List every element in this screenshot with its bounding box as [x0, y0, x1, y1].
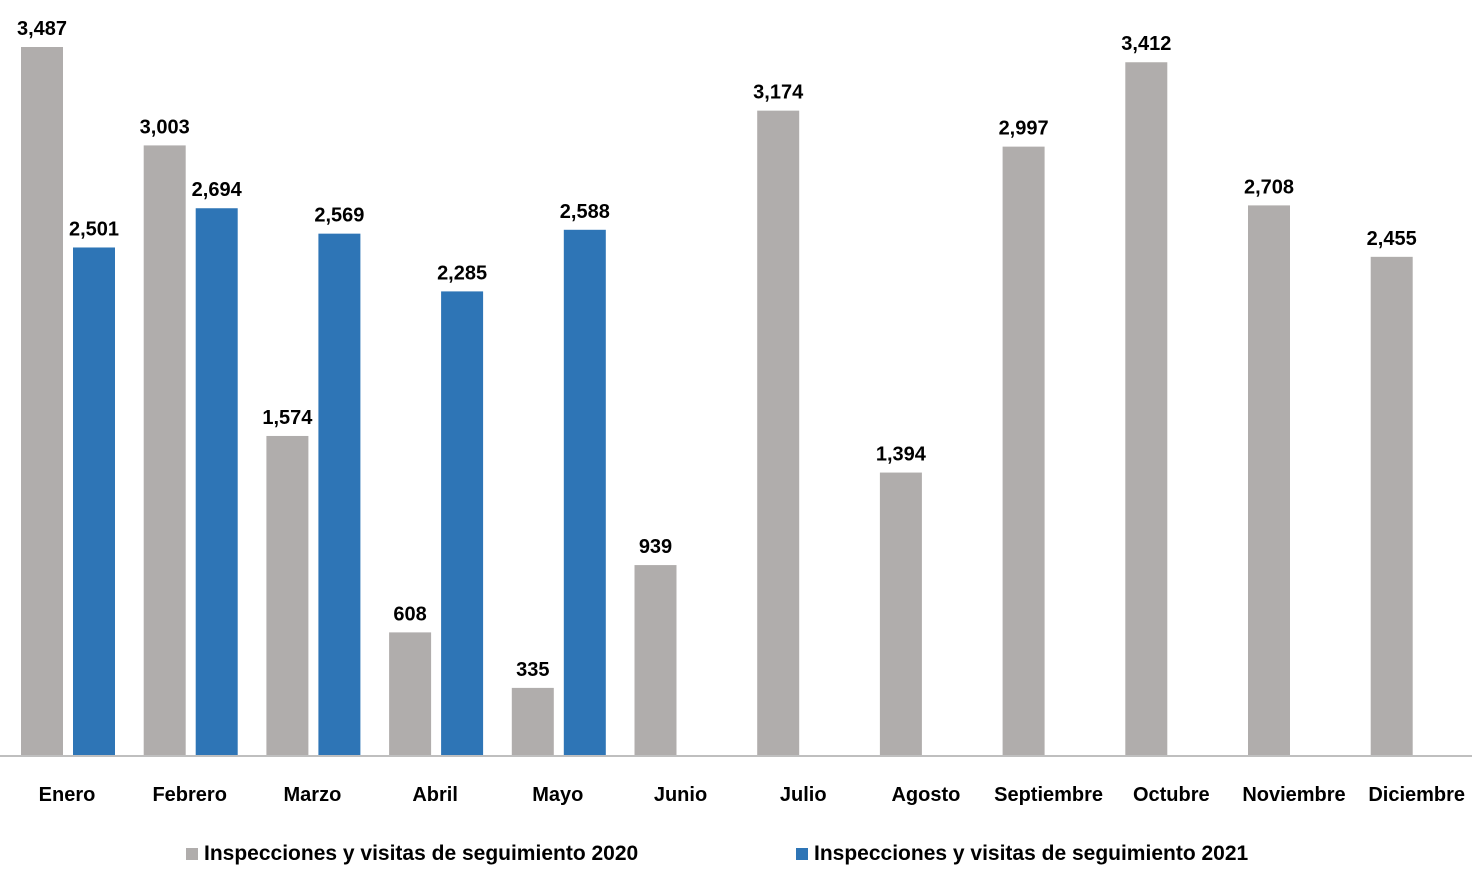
data-label-2020-diciembre: 2,455: [1367, 228, 1417, 250]
bars-group: [21, 47, 1413, 756]
data-label-2020-enero: 3,487: [17, 18, 67, 40]
legend-label-2021: Inspecciones y visitas de seguimiento 20…: [814, 842, 1249, 865]
bar-2020-marzo: [266, 435, 309, 756]
data-label-2021-abril: 2,285: [437, 262, 487, 284]
x-tick-agosto: Agosto: [891, 784, 960, 806]
data-label-2020-febrero: 3,003: [140, 116, 190, 138]
bar-2020-abril: [389, 632, 432, 756]
bar-2021-abril: [441, 291, 484, 756]
bar-2020-septiembre: [1002, 146, 1045, 756]
legend: Inspecciones y visitas de seguimiento 20…: [0, 842, 1472, 876]
data-label-2020-septiembre: 2,997: [999, 118, 1049, 140]
x-tick-octubre: Octubre: [1133, 784, 1210, 806]
data-label-2020-julio: 3,174: [753, 82, 804, 104]
x-tick-mayo: Mayo: [532, 784, 583, 806]
data-label-2020-junio: 939: [639, 536, 672, 558]
x-tick-noviembre: Noviembre: [1242, 784, 1345, 806]
bar-2020-enero: [21, 47, 63, 756]
bar-2021-marzo: [318, 233, 361, 756]
bar-2020-agosto: [879, 472, 922, 756]
bar-2021-mayo: [563, 229, 606, 756]
x-tick-febrero: Febrero: [152, 784, 226, 806]
bar-2020-diciembre: [1370, 256, 1413, 756]
bar-2020-febrero: [143, 145, 186, 756]
data-label-2020-octubre: 3,412: [1121, 33, 1171, 55]
labels-group: 3,487 2,501 Enero 3,003 2,694 Febrero 1,574 2,5…: [17, 18, 1465, 806]
x-tick-junio: Junio: [654, 784, 707, 806]
data-label-2020-noviembre: 2,708: [1244, 176, 1294, 198]
bar-2020-junio: [634, 565, 677, 756]
x-tick-enero: Enero: [39, 784, 96, 806]
x-tick-abril: Abril: [412, 784, 458, 806]
x-tick-septiembre: Septiembre: [994, 784, 1103, 806]
bar-chart: 3,487 2,501 Enero 3,003 2,694 Febrero 1,574 2,5…: [0, 18, 1472, 806]
legend-item-2020: Inspecciones y visitas de seguimiento 20…: [186, 842, 638, 866]
legend-label-2020: Inspecciones y visitas de seguimiento 20…: [204, 842, 639, 865]
bar-2020-mayo: [511, 687, 554, 756]
data-label-2021-mayo: 2,588: [560, 201, 610, 223]
data-label-2021-marzo: 2,569: [314, 205, 364, 227]
x-tick-marzo: Marzo: [284, 784, 342, 806]
legend-swatch-2021: [796, 848, 808, 860]
data-label-2020-mayo: 335: [516, 659, 549, 681]
x-tick-julio: Julio: [780, 784, 827, 806]
bar-2021-enero: [73, 247, 115, 756]
data-label-2021-febrero: 2,694: [192, 179, 243, 201]
bar-2020-noviembre: [1248, 205, 1290, 756]
data-label-2021-enero: 2,501: [69, 218, 119, 240]
bar-2020-julio: [757, 110, 800, 756]
legend-swatch-2020: [186, 848, 198, 860]
data-label-2020-marzo: 1,574: [262, 407, 313, 429]
data-label-2020-agosto: 1,394: [876, 444, 927, 466]
bar-2021-febrero: [195, 208, 238, 756]
x-tick-diciembre: Diciembre: [1368, 784, 1465, 806]
legend-item-2021: Inspecciones y visitas de seguimiento 20…: [796, 842, 1248, 866]
bar-2020-octubre: [1125, 62, 1168, 756]
data-label-2020-abril: 608: [393, 603, 426, 625]
